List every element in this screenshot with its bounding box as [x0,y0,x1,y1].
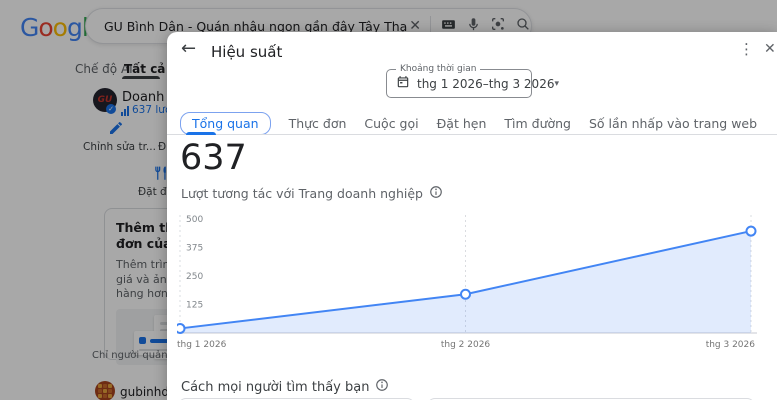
tabs-divider [167,134,777,135]
clear-search-icon[interactable]: ✕ [409,18,421,34]
active-tab-indicator [186,132,216,135]
calendar-icon [396,74,410,93]
verified-badge-icon: ✓ [106,104,116,114]
mic-icon[interactable] [466,17,481,36]
fork-knife-icon [155,166,166,180]
chevron-down-icon: ▾ [554,78,559,89]
insights-count: 637 lượt [132,104,176,116]
svg-text:500: 500 [186,215,203,225]
edit-page-button[interactable] [108,120,124,140]
svg-text:125: 125 [186,301,203,311]
svg-text:thg 3 2026: thg 3 2026 [706,340,756,350]
keyboard-icon[interactable] [440,16,457,37]
search-icon[interactable] [515,16,531,36]
site-favicon [95,381,115,400]
promo-caption: Chỉ người quản lý trang [92,350,210,361]
discovery-section-title: Cách mọi người tìm thấy bạn [181,379,370,395]
tab-all[interactable]: Tất cả [124,62,166,76]
partial-action-label: Đ [158,141,167,153]
divider [430,16,431,36]
close-icon[interactable]: ✕ [764,41,776,57]
lens-icon[interactable] [490,16,506,36]
selected-tab-underline [122,76,160,79]
back-arrow-icon[interactable]: ← [181,38,197,59]
edit-page-label: Chỉnh sửa tr... [83,141,156,153]
bar-chart-icon [121,106,129,116]
info-icon[interactable] [429,185,443,202]
interactions-chart[interactable]: 125 250 375 500 thg 1 2026 thg 2 2026 thg 3 20… [174,202,763,354]
pencil-icon [110,122,122,134]
discovery-section-row: Cách mọi người tìm thấy bạn [181,378,389,396]
tab-ai-mode[interactable]: Chế độ AI [75,62,133,76]
interactions-total: 637 [180,138,247,178]
order-food-button[interactable] [154,165,169,186]
svg-text:250: 250 [186,272,203,282]
tab-calls[interactable]: Cuộc gọi [364,115,419,131]
date-range-label: Khoảng thời gian [396,64,481,74]
date-range-selector[interactable]: Khoảng thời gian thg 1 2026–thg 3 2026 ▾ [386,64,559,98]
date-range-value: thg 1 2026–thg 3 2026 [417,76,555,91]
svg-text:thg 1 2026: thg 1 2026 [177,340,227,350]
search-input[interactable]: GU Bình Dân - Quán nhậu ngon gần đây Tây… [104,18,408,34]
performance-modal: ← Hiệu suất ⋮ ✕ Khoảng thời gian thg 1 2… [167,32,777,400]
tab-directions[interactable]: Tìm đường [504,115,571,131]
tab-website-clicks[interactable]: Số lần nhấp vào trang web [589,115,758,131]
more-options-icon[interactable]: ⋮ [739,40,754,58]
info-icon[interactable] [375,378,389,396]
svg-text:thg 2 2026: thg 2 2026 [441,340,491,350]
performance-tabs: Tổng quan Thực đơn Cuộc gọi Đặt hẹn Tìm … [167,111,777,135]
tab-menu[interactable]: Thực đơn [288,115,347,131]
business-name: Doanh n [122,90,177,105]
tab-bookings[interactable]: Đặt hẹn [436,115,487,131]
interactions-label: Lượt tương tác với Trang doanh nghiệp [181,186,423,201]
interactions-label-row: Lượt tương tác với Trang doanh nghiệp [181,185,443,202]
insights-link[interactable]: 637 lượt [121,104,176,116]
modal-title: Hiệu suất [211,43,283,61]
svg-text:375: 375 [186,244,203,254]
